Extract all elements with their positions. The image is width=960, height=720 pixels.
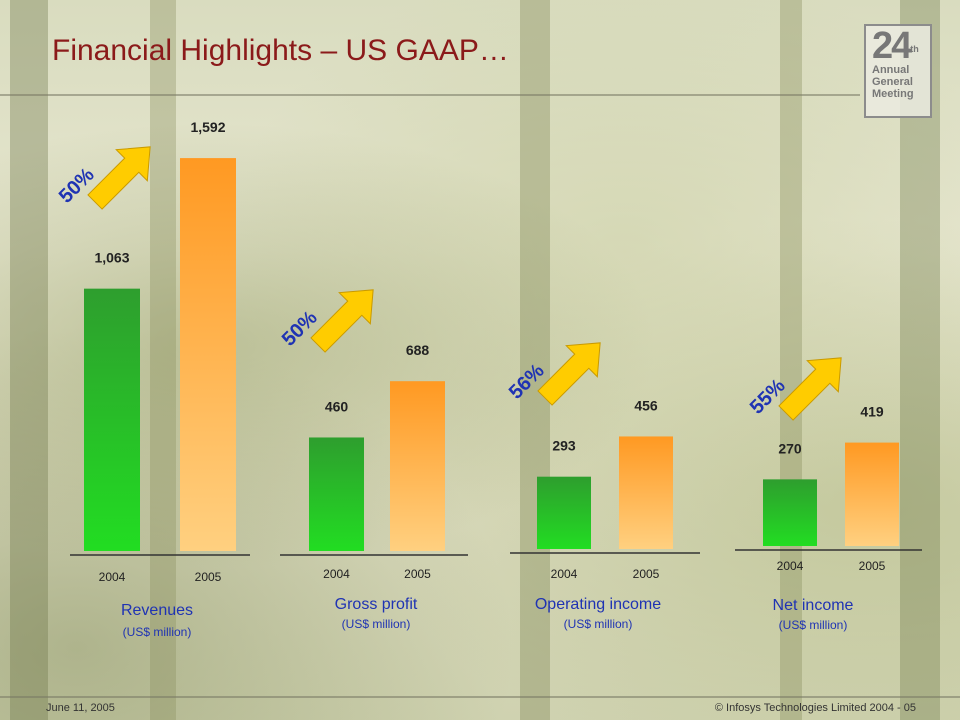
growth-percent: 56% <box>505 360 549 404</box>
year-label: 2004 <box>777 559 804 573</box>
logo-line-annual: Annual <box>872 64 910 76</box>
growth-arrow <box>87 146 151 210</box>
value-label: 270 <box>778 440 802 456</box>
growth-arrow <box>310 289 374 353</box>
value-label: 1,592 <box>190 119 225 135</box>
footer-date: June 11, 2005 <box>46 702 115 714</box>
bar-2005 <box>390 381 445 551</box>
value-label: 1,063 <box>94 250 129 266</box>
year-label: 2005 <box>633 567 660 581</box>
group-title: Revenues <box>121 602 193 619</box>
value-label: 688 <box>406 342 430 358</box>
logo-number: 24 <box>872 25 912 67</box>
bar-2004 <box>84 288 140 551</box>
group-unit: (US$ million) <box>564 617 633 631</box>
year-label: 2005 <box>195 570 222 584</box>
slide-title: Financial Highlights – US GAAP… <box>52 34 509 67</box>
value-label: 456 <box>634 397 658 413</box>
group-title: Gross profit <box>335 596 418 613</box>
bar-2004 <box>309 437 364 551</box>
logo-line-meeting: Meeting <box>872 88 914 100</box>
footer-divider <box>0 696 960 698</box>
title-divider <box>0 94 860 96</box>
value-label: 293 <box>552 438 576 454</box>
bar-2004 <box>763 479 817 546</box>
group-unit: (US$ million) <box>342 617 411 631</box>
year-label: 2005 <box>859 559 886 573</box>
group-unit: (US$ million) <box>123 625 192 639</box>
bar-2005 <box>180 158 236 551</box>
bar-2005 <box>619 436 673 549</box>
year-label: 2004 <box>99 570 126 584</box>
agm-logo: 24th Annual General Meeting <box>864 24 932 118</box>
year-label: 2004 <box>323 567 350 581</box>
group-title: Net income <box>773 597 854 614</box>
group-unit: (US$ million) <box>779 618 848 632</box>
bar-2004 <box>537 476 591 549</box>
logo-suffix: th <box>910 44 919 54</box>
value-label: 419 <box>860 404 884 420</box>
growth-arrow <box>778 357 842 421</box>
growth-percent: 55% <box>746 375 790 419</box>
logo-line-general: General <box>872 76 913 88</box>
value-label: 460 <box>325 398 349 414</box>
group-title: Operating income <box>535 596 661 613</box>
year-label: 2004 <box>551 567 578 581</box>
growth-arrow <box>537 342 601 406</box>
growth-percent: 50% <box>55 164 99 208</box>
year-label: 2005 <box>404 567 431 581</box>
growth-percent: 50% <box>278 307 322 351</box>
bar-2005 <box>845 442 899 546</box>
footer-copyright: © Infosys Technologies Limited 2004 - 05 <box>714 702 916 714</box>
